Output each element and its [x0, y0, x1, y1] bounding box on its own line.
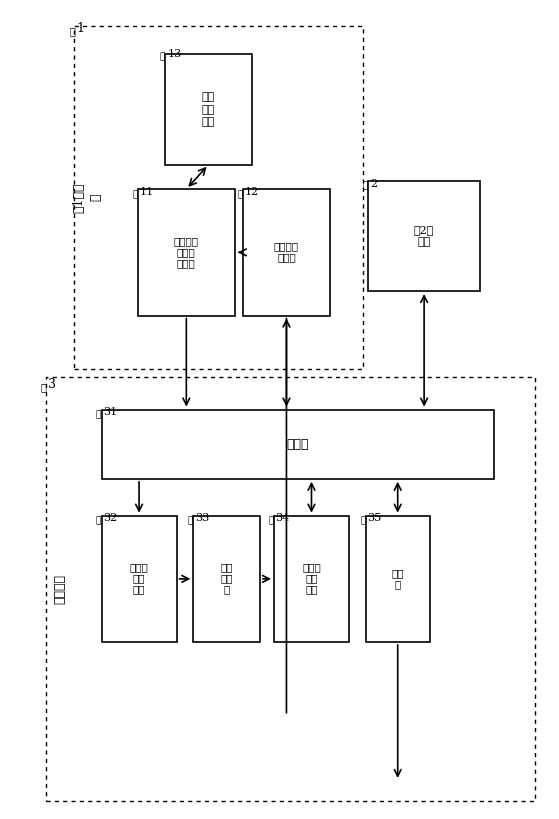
Bar	[193, 516, 260, 642]
Text: ⌒: ⌒	[268, 517, 274, 526]
Text: 32: 32	[103, 514, 117, 523]
Text: 切替
部: 切替 部	[391, 569, 404, 589]
Text: 13: 13	[167, 48, 181, 59]
Text: 2: 2	[370, 179, 377, 188]
Text: 35: 35	[367, 514, 382, 523]
Text: ⌒: ⌒	[96, 517, 101, 526]
Text: 1: 1	[77, 22, 84, 34]
Bar	[138, 189, 235, 315]
Bar	[74, 26, 363, 369]
Text: 第2基
地局: 第2基 地局	[414, 225, 434, 247]
Bar	[102, 516, 177, 642]
Text: ⌒: ⌒	[96, 410, 101, 419]
Text: 11: 11	[139, 187, 154, 197]
Text: 無線品
質情
報部: 無線品 質情 報部	[302, 563, 321, 595]
Text: 33: 33	[195, 514, 209, 523]
Text: ⌒: ⌒	[160, 52, 165, 61]
Bar	[366, 516, 430, 642]
Text: ⌒: ⌒	[238, 190, 243, 199]
Text: ⌒: ⌒	[363, 182, 368, 191]
Text: 無線部: 無線部	[286, 437, 309, 450]
Text: 測定結果
取得部: 測定結果 取得部	[274, 242, 299, 262]
Bar	[274, 516, 349, 642]
Text: 無線品
質測
定部: 無線品 質測 定部	[130, 563, 149, 595]
Bar	[368, 181, 480, 291]
Text: ⌒: ⌒	[132, 190, 138, 199]
Text: 34: 34	[276, 514, 290, 523]
Bar	[243, 189, 330, 315]
Text: ⌒: ⌒	[41, 382, 47, 392]
Text: ⌒: ⌒	[188, 517, 193, 526]
Text: ⌒: ⌒	[360, 517, 366, 526]
Text: 携帯端末: 携帯端末	[53, 574, 67, 604]
Text: 信号
処理
部: 信号 処理 部	[220, 563, 233, 595]
Bar	[165, 54, 252, 165]
Bar	[46, 377, 536, 801]
Text: 12: 12	[245, 187, 259, 197]
Text: 無線
送受
信部: 無線 送受 信部	[202, 93, 215, 127]
Text: 第1基地
局: 第1基地 局	[73, 182, 103, 213]
Bar	[102, 410, 494, 479]
Text: ⌒: ⌒	[70, 26, 75, 36]
Text: 31: 31	[103, 407, 117, 417]
Text: 測定結果
送受信
処理部: 測定結果 送受信 処理部	[174, 237, 199, 268]
Text: 3: 3	[48, 378, 55, 391]
